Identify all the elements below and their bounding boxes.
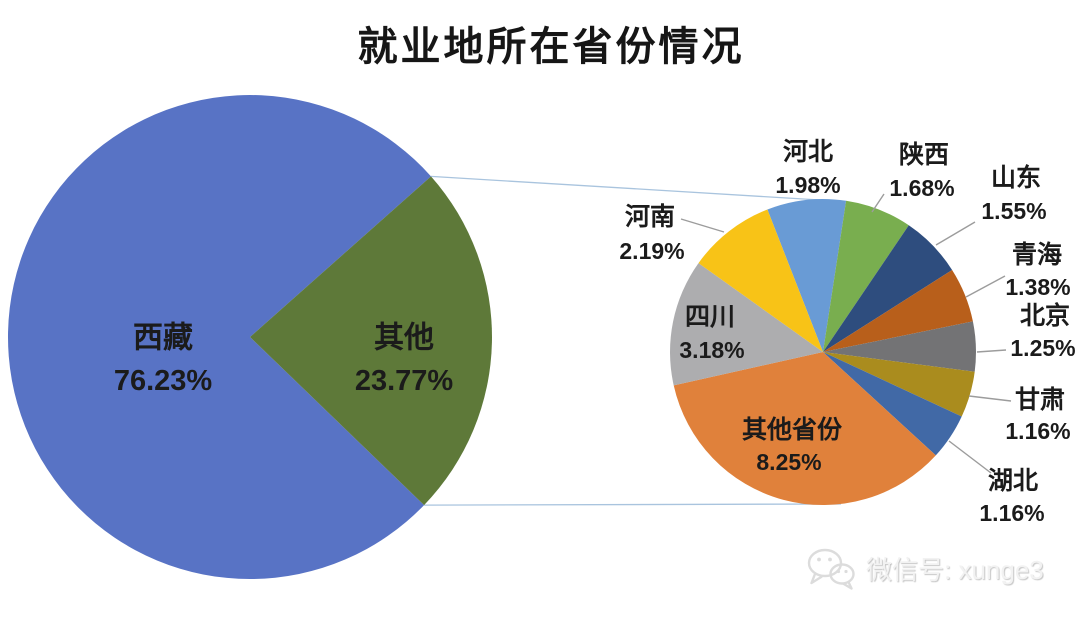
leader-line-hubei [948, 440, 992, 474]
watermark-text: 微信号: xunge3 [866, 554, 1044, 585]
series-connector-lines [424, 175, 842, 506]
slice-label-henan: 河南 [625, 203, 675, 231]
slice-labels: 西藏 76.23% 其他 23.77% 河北 1.98% 陕西 1.68% 山东 1.55% 青海 1… [114, 138, 1076, 526]
series-connector-line-top [430, 175, 821, 201]
slice-percent-hubei: 1.16% [979, 500, 1044, 526]
leader-line-henan [680, 218, 725, 233]
slice-percent-qitashengfen: 8.25% [756, 449, 821, 475]
series-connector-line-bottom [424, 503, 842, 506]
slice-label-hebei: 河北 [783, 138, 833, 166]
leader-line-gansu [968, 395, 1012, 402]
pie-slice-xizang [7, 95, 432, 580]
pie-slice-sichuan [670, 263, 823, 386]
slice-label-beijing: 北京 [1020, 301, 1070, 330]
slice-label-hubei: 湖北 [988, 467, 1038, 495]
pie-slice-qita [250, 176, 492, 506]
slice-percent-sichuan: 3.18% [679, 337, 744, 363]
pie-slice-hubei [823, 352, 962, 456]
slice-percent-shandong: 1.55% [981, 198, 1046, 224]
slice-label-qinghai: 青海 [1012, 240, 1062, 269]
label-leader-lines [680, 193, 1012, 474]
main-pie [7, 95, 492, 580]
slice-label-gansu: 甘肃 [1015, 386, 1065, 414]
wechat-icon [807, 548, 855, 590]
pie-slice-shaanxi [823, 200, 909, 352]
slice-percent-hebei: 1.98% [775, 172, 840, 198]
slice-label-qita: 其他 [374, 322, 434, 355]
pie-slice-beijing [823, 321, 976, 372]
leader-line-qinghai [965, 275, 1006, 298]
pie-slice-qinghai [823, 270, 973, 352]
pie-slice-gansu [823, 352, 975, 417]
slice-percent-qita: 23.77% [355, 365, 454, 397]
slice-label-qitashengfen: 其他省份 [742, 415, 842, 444]
slice-label-xizang: 西藏 [133, 322, 193, 355]
slice-percent-qinghai: 1.38% [1005, 274, 1070, 300]
pie-slice-henan [698, 209, 823, 352]
slice-label-shaanxi: 陕西 [899, 141, 949, 169]
leader-line-beijing [976, 349, 1007, 353]
slice-label-shandong: 山东 [991, 163, 1041, 192]
pie-slice-qitashengfen [673, 352, 936, 506]
leader-line-shandong [935, 221, 976, 246]
slice-percent-beijing: 1.25% [1010, 335, 1075, 361]
chart-title: 就业地所在省份情况 [357, 25, 745, 69]
slice-percent-gansu: 1.16% [1005, 418, 1070, 444]
pie-slice-hebei [767, 199, 847, 352]
slice-label-sichuan: 四川 [685, 303, 735, 331]
slice-percent-xizang: 76.23% [114, 365, 213, 397]
slice-percent-henan: 2.19% [619, 238, 684, 264]
slice-percent-shaanxi: 1.68% [889, 175, 954, 201]
secondary-pie [670, 199, 976, 506]
leader-line-shaanxi [871, 193, 885, 213]
watermark: 微信号: xunge3 [804, 541, 1044, 595]
pie-slice-shandong [823, 225, 953, 352]
